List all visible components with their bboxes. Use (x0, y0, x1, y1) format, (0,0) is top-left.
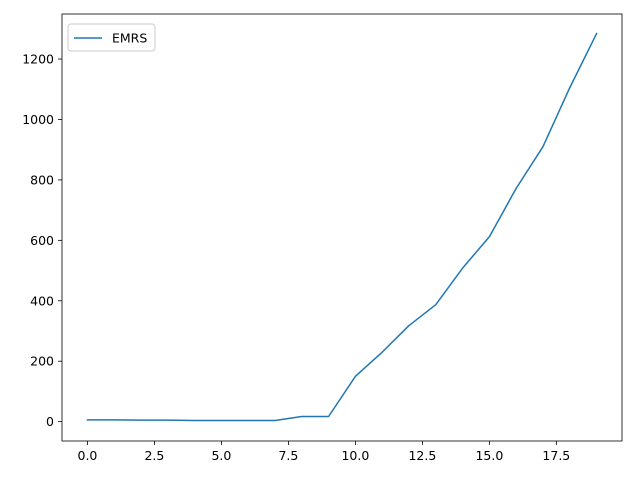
y-tick-label: 800 (30, 172, 54, 187)
legend: EMRS (67, 23, 156, 52)
y-tick-label: 1000 (22, 112, 54, 127)
legend-label-emrs: EMRS (112, 31, 147, 46)
y-tick-label: 200 (30, 354, 54, 369)
y-axis-ticks: 0 200 400 600 800 1000 1200 (22, 52, 62, 429)
series-line-emrs (86, 32, 598, 422)
y-tick-label: 400 (30, 293, 54, 308)
x-tick-label: 7.5 (278, 448, 298, 463)
x-tick-label: 0.0 (78, 448, 98, 463)
y-tick-label: 0 (46, 414, 54, 429)
x-tick-label: 12.5 (408, 448, 436, 463)
x-tick-label: 10.0 (341, 448, 369, 463)
x-tick-label: 5.0 (211, 448, 231, 463)
x-tick-label: 2.5 (144, 448, 164, 463)
x-tick-label: 15.0 (475, 448, 503, 463)
legend-box (67, 23, 156, 52)
y-tick-label: 600 (30, 233, 54, 248)
x-axis-ticks: 0.0 2.5 5.0 7.5 10.0 12.5 15.0 17.5 (78, 441, 570, 463)
x-tick-label: 17.5 (542, 448, 570, 463)
y-tick-label: 1200 (22, 52, 54, 67)
series-layer (86, 32, 598, 422)
plot-area-frame (61, 13, 623, 442)
